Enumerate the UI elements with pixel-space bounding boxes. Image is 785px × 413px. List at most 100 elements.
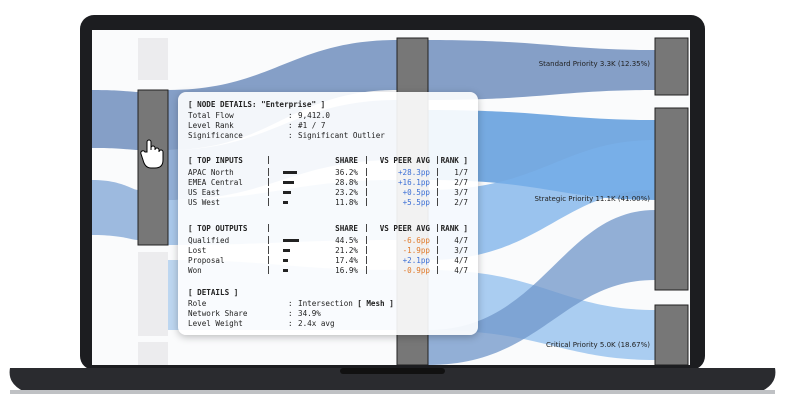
field-key: Level Weight <box>188 319 243 328</box>
table-cell: 3/7 <box>454 188 468 197</box>
section-title: [ DETAILS ] <box>188 288 239 297</box>
column-separator <box>268 246 269 254</box>
table-cell: 16.9% <box>335 266 358 275</box>
column-separator <box>437 198 438 206</box>
node-label: Standard Priority 3.3K (12.35%) <box>538 60 650 68</box>
field-key: Network Share <box>188 309 248 318</box>
share-glyph <box>283 191 291 194</box>
share-glyph <box>283 269 288 272</box>
column-separator <box>366 178 367 186</box>
node <box>654 107 689 291</box>
column-separator <box>268 178 269 186</box>
column-separator <box>366 156 367 164</box>
column-separator <box>366 256 367 264</box>
table-cell: -1.9pp <box>402 246 430 255</box>
column-separator <box>268 236 269 244</box>
share-glyph <box>283 239 299 242</box>
node <box>138 38 168 80</box>
flow <box>92 90 138 150</box>
table-cell: US West <box>188 198 221 207</box>
column-separator <box>366 246 367 254</box>
table-cell: 2/7 <box>454 178 468 187</box>
table-cell: +28.3pp <box>397 168 430 177</box>
tooltip-title: [ NODE DETAILS: "Enterprise" ] <box>188 100 326 109</box>
tooltip: [ NODE DETAILS: "Enterprise" ] Total Flow… <box>178 92 478 335</box>
table-cell: +2.1pp <box>402 256 430 265</box>
table-cell: 4/7 <box>454 236 468 245</box>
table-header: [ TOP OUTPUTS <box>188 224 248 233</box>
table-cell: Proposal <box>188 256 225 265</box>
column-separator <box>268 188 269 196</box>
table-cell: 4/7 <box>454 266 468 275</box>
field-value: 34.9% <box>298 309 321 318</box>
column-separator <box>268 156 269 164</box>
column-separator <box>268 266 269 274</box>
table-cell: US East <box>188 188 221 197</box>
column-separator <box>437 168 438 176</box>
field-separator: : <box>288 309 293 318</box>
table-cell: -6.6pp <box>402 236 430 245</box>
field-value: Intersection <box>298 299 353 308</box>
table-cell: 4/7 <box>454 256 468 265</box>
column-separator <box>437 236 438 244</box>
flow <box>428 140 655 260</box>
table-cell: APAC North <box>188 168 234 177</box>
field-separator: : <box>288 319 293 328</box>
table-cell: Lost <box>188 246 207 255</box>
field-separator: : <box>288 111 293 120</box>
column-separator <box>268 224 269 232</box>
flow <box>428 40 655 100</box>
node-label: Critical Priority 5.0K (18.67%) <box>546 341 650 349</box>
node <box>138 252 168 336</box>
table-cell: 36.2% <box>335 168 358 177</box>
table-header: SHARE <box>335 156 358 165</box>
column-separator <box>366 198 367 206</box>
column-separator <box>437 256 438 264</box>
node-label: Strategic Priority 11.1K (41.00%) <box>534 195 650 203</box>
base <box>9 368 776 392</box>
field-key: Level Rank <box>188 121 234 130</box>
column-separator <box>366 224 367 232</box>
flow <box>428 210 655 365</box>
column-separator <box>366 236 367 244</box>
column-separator <box>437 178 438 186</box>
field-value: 9,412.0 <box>298 111 331 120</box>
table-cell: 1/7 <box>454 168 468 177</box>
table-cell: 21.2% <box>335 246 358 255</box>
column-separator <box>437 224 438 232</box>
table-cell: +16.1pp <box>397 178 430 187</box>
table-cell: 23.2% <box>335 188 358 197</box>
table-cell: EMEA Central <box>188 178 243 187</box>
field-separator: : <box>288 131 293 140</box>
table-cell: 11.8% <box>335 198 358 207</box>
field-separator: : <box>288 299 293 308</box>
table-header: [ TOP INPUTS <box>188 156 243 165</box>
column-separator <box>437 246 438 254</box>
share-glyph <box>283 259 288 262</box>
node <box>654 37 689 96</box>
flow <box>92 180 138 240</box>
table-cell: 44.5% <box>335 236 358 245</box>
table-header: VS PEER AVG <box>379 224 430 233</box>
column-separator <box>268 256 269 264</box>
field-value: #1 / 7 <box>298 121 326 130</box>
table-cell: -0.9pp <box>402 266 430 275</box>
field-tag: [ Mesh ] <box>357 299 394 308</box>
table-header: RANK ] <box>440 156 468 165</box>
share-glyph <box>283 181 294 184</box>
table-cell: 28.8% <box>335 178 358 187</box>
cursor <box>140 139 164 169</box>
table-header: RANK ] <box>440 224 468 233</box>
table-cell: +0.5pp <box>402 188 430 197</box>
table-cell: Qualified <box>188 236 230 245</box>
column-separator <box>437 156 438 164</box>
base-edge <box>10 390 775 394</box>
node <box>654 304 689 365</box>
column-separator <box>366 188 367 196</box>
node <box>138 342 168 365</box>
column-separator <box>366 168 367 176</box>
column-separator <box>437 266 438 274</box>
field-key: Total Flow <box>188 111 234 120</box>
table-cell: Won <box>188 266 202 275</box>
